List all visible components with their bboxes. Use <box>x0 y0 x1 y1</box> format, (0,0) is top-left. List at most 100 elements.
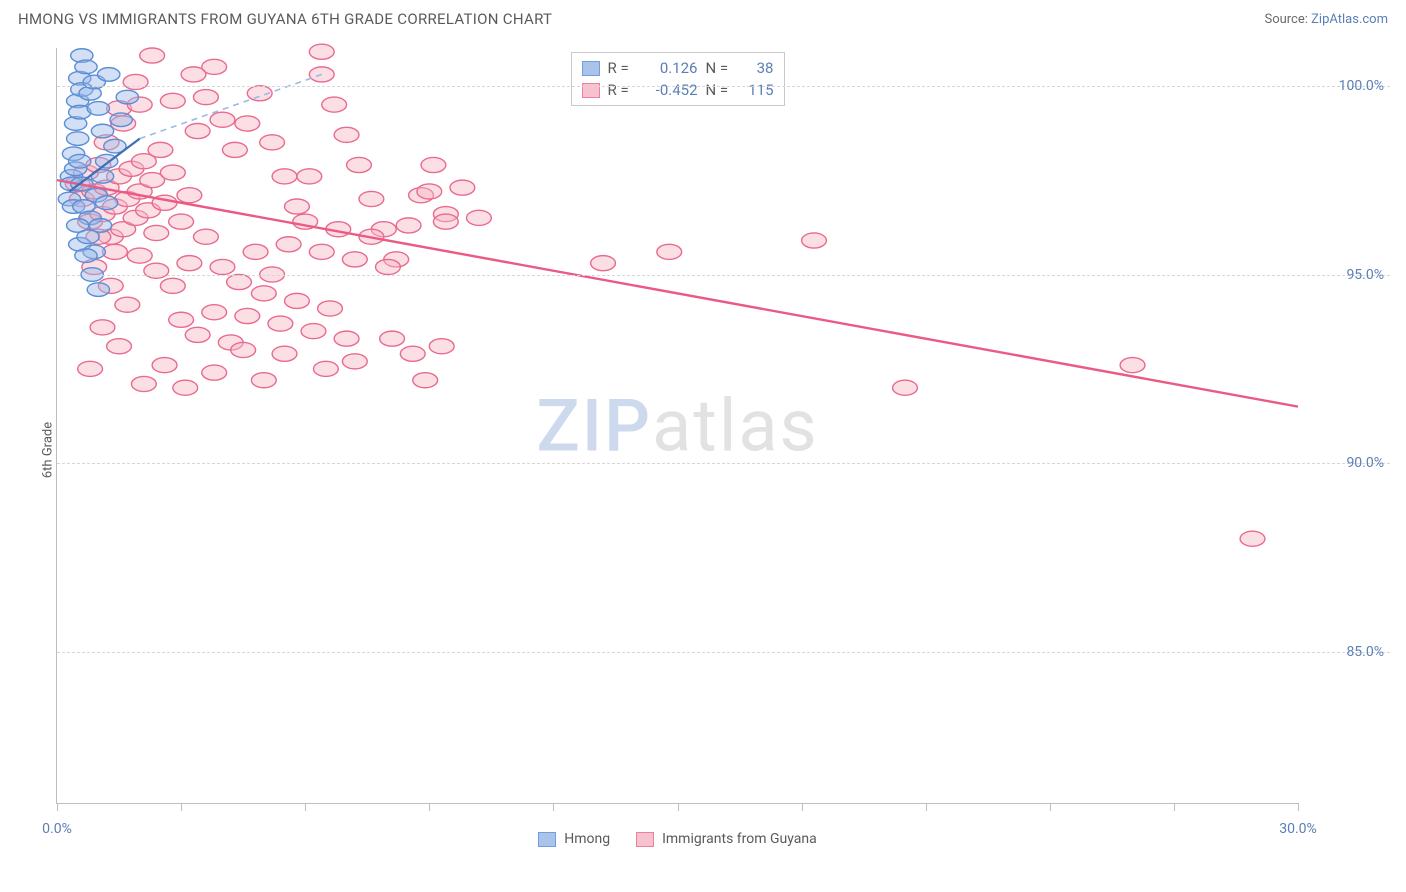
scatter-point-guyana <box>400 346 425 361</box>
scatter-point-guyana <box>467 210 492 225</box>
scatter-point-guyana <box>185 327 210 342</box>
scatter-point-guyana <box>210 112 235 127</box>
scatter-point-guyana <box>276 237 301 252</box>
stat-r-label: R = <box>608 81 634 99</box>
x-tick <box>429 803 430 811</box>
scatter-point-guyana <box>285 199 310 214</box>
scatter-point-guyana <box>243 244 268 259</box>
y-tick-label: 95.0% <box>1346 267 1384 283</box>
scatter-point-guyana <box>235 116 260 131</box>
scatter-point-guyana <box>231 342 256 357</box>
scatter-point-guyana <box>396 218 421 233</box>
scatter-point-guyana <box>103 244 128 259</box>
scatter-point-guyana <box>181 67 206 82</box>
scatter-point-guyana <box>90 320 115 335</box>
scatter-point-guyana <box>169 312 194 327</box>
scatter-point-guyana <box>160 165 185 180</box>
stat-n-label: N = <box>706 81 732 99</box>
scatter-point-guyana <box>260 135 285 150</box>
scatter-point-hmong <box>69 154 91 168</box>
scatter-point-guyana <box>202 365 227 380</box>
scatter-point-guyana <box>421 157 446 172</box>
scatter-point-guyana <box>194 229 219 244</box>
stat-r-value: 0.126 <box>642 59 698 77</box>
scatter-point-guyana <box>107 339 132 354</box>
chart-area: 6th Grade ZIPatlas R =0.126N =38R =-0.45… <box>38 48 1390 852</box>
scatter-point-guyana <box>152 358 177 373</box>
scatter-point-guyana <box>140 48 165 63</box>
stat-n-value: 38 <box>740 59 774 77</box>
scatter-point-guyana <box>173 380 198 395</box>
scatter-point-guyana <box>359 191 384 206</box>
scatter-point-guyana <box>131 376 156 391</box>
scatter-point-guyana <box>160 93 185 108</box>
legend-item-guyana: Immigrants from Guyana <box>636 831 817 847</box>
scatter-point-guyana <box>334 331 359 346</box>
scatter-point-guyana <box>222 142 247 157</box>
x-tick <box>305 803 306 811</box>
gridline <box>57 275 1390 276</box>
scatter-point-guyana <box>322 97 347 112</box>
stat-legend: R = 0.126 N = 38 R = -0.452 N = 115 <box>571 52 785 106</box>
scatter-point-guyana <box>309 44 334 59</box>
scatter-point-hmong <box>75 60 97 74</box>
scatter-point-guyana <box>285 293 310 308</box>
scatter-point-guyana <box>1120 358 1145 373</box>
scatter-point-guyana <box>376 259 401 274</box>
x-tick-label: 30.0% <box>1279 821 1317 837</box>
chart-title: HMONG VS IMMIGRANTS FROM GUYANA 6TH GRAD… <box>18 10 552 28</box>
scatter-point-guyana <box>235 308 260 323</box>
scatter-point-guyana <box>127 248 152 263</box>
stat-n-label: N = <box>706 59 732 77</box>
x-tick <box>553 803 554 811</box>
scatter-point-guyana <box>433 214 458 229</box>
scatter-point-guyana <box>272 169 297 184</box>
scatter-point-guyana <box>450 180 475 195</box>
scatter-point-guyana <box>194 90 219 105</box>
scatter-point-guyana <box>115 297 140 312</box>
x-tick-label: 0.0% <box>42 821 72 837</box>
scatter-point-guyana <box>251 373 276 388</box>
source-label: Source: ZipAtlas.com <box>1264 12 1388 27</box>
stat-r-value: -0.452 <box>642 81 698 99</box>
scatter-point-guyana <box>185 124 210 139</box>
scatter-point-hmong <box>67 132 89 146</box>
x-tick <box>57 803 58 811</box>
scatter-point-guyana <box>78 361 103 376</box>
gridline <box>57 86 1390 87</box>
scatter-point-guyana <box>210 259 235 274</box>
scatter-point-guyana <box>160 278 185 293</box>
source-link[interactable]: ZipAtlas.com <box>1311 12 1388 27</box>
scatter-point-guyana <box>123 74 148 89</box>
y-tick-label: 90.0% <box>1346 455 1384 471</box>
scatter-point-guyana <box>802 233 827 248</box>
scatter-point-guyana <box>591 256 616 271</box>
legend-swatch <box>582 61 600 76</box>
x-tick <box>1298 803 1299 811</box>
scatter-point-hmong <box>116 90 138 104</box>
scatter-point-hmong <box>110 113 132 127</box>
x-tick <box>678 803 679 811</box>
scatter-point-guyana <box>272 346 297 361</box>
scatter-point-hmong <box>95 196 117 210</box>
scatter-point-guyana <box>318 301 343 316</box>
trend-line-guyana <box>57 180 1298 407</box>
scatter-point-hmong <box>91 124 113 138</box>
stat-r-label: R = <box>608 59 634 77</box>
scatter-point-guyana <box>342 354 367 369</box>
scatter-point-guyana <box>893 380 918 395</box>
x-tick <box>1174 803 1175 811</box>
scatter-point-hmong <box>98 68 120 82</box>
stat-n-value: 115 <box>740 81 774 99</box>
gridline <box>57 463 1390 464</box>
scatter-point-guyana <box>334 127 359 142</box>
scatter-point-guyana <box>169 214 194 229</box>
scatter-point-guyana <box>148 142 173 157</box>
scatter-point-guyana <box>144 263 169 278</box>
scatter-point-guyana <box>301 324 326 339</box>
y-axis-label: 6th Grade <box>41 422 56 478</box>
x-tick <box>926 803 927 811</box>
x-tick <box>1050 803 1051 811</box>
legend-label: Immigrants from Guyana <box>662 831 817 847</box>
bottom-legend: HmongImmigrants from Guyana <box>57 831 1298 847</box>
